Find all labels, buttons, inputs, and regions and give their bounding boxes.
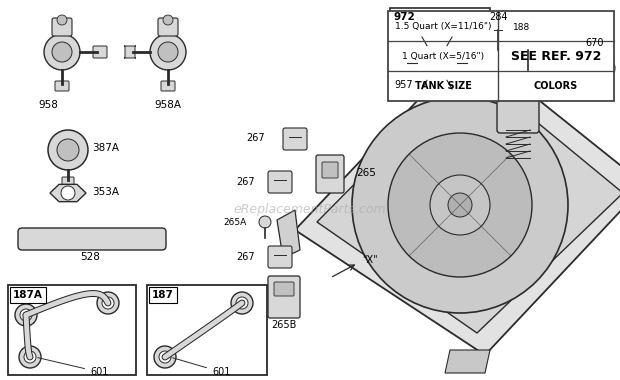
Circle shape xyxy=(352,97,568,313)
Circle shape xyxy=(595,58,615,78)
Polygon shape xyxy=(50,184,86,202)
FancyBboxPatch shape xyxy=(268,246,292,268)
Text: 1 Quart (X=5/16"): 1 Quart (X=5/16") xyxy=(402,52,484,60)
Text: 528: 528 xyxy=(80,252,100,262)
FancyBboxPatch shape xyxy=(517,41,539,51)
Circle shape xyxy=(544,46,572,74)
Text: 972: 972 xyxy=(394,12,416,22)
Text: eReplacementParts.com: eReplacementParts.com xyxy=(234,204,386,217)
Circle shape xyxy=(102,297,114,309)
FancyBboxPatch shape xyxy=(388,11,614,101)
Circle shape xyxy=(448,193,472,217)
Text: 670: 670 xyxy=(586,38,604,48)
Text: 958: 958 xyxy=(38,100,58,110)
Text: 187A: 187A xyxy=(13,290,43,300)
Text: COLORS: COLORS xyxy=(534,81,578,91)
FancyBboxPatch shape xyxy=(268,276,300,318)
FancyBboxPatch shape xyxy=(62,177,74,187)
Text: 267: 267 xyxy=(236,177,255,187)
Circle shape xyxy=(430,175,490,235)
Text: 601: 601 xyxy=(172,358,231,377)
Circle shape xyxy=(52,42,72,62)
FancyBboxPatch shape xyxy=(147,285,267,375)
Polygon shape xyxy=(277,210,300,258)
Text: 267: 267 xyxy=(236,252,255,262)
FancyBboxPatch shape xyxy=(510,20,582,85)
Circle shape xyxy=(24,351,36,363)
Text: 187: 187 xyxy=(152,290,174,300)
Circle shape xyxy=(44,34,80,70)
Circle shape xyxy=(407,33,467,93)
Text: 958A: 958A xyxy=(154,100,182,110)
Text: SEE REF. 972: SEE REF. 972 xyxy=(511,49,601,63)
Text: 1.5 Quart (X=11/16"): 1.5 Quart (X=11/16") xyxy=(395,22,491,31)
Circle shape xyxy=(15,304,37,326)
Polygon shape xyxy=(317,67,620,333)
Text: 353A: 353A xyxy=(92,187,119,197)
Circle shape xyxy=(19,346,41,368)
FancyBboxPatch shape xyxy=(52,18,72,36)
Circle shape xyxy=(231,292,253,314)
Text: 265: 265 xyxy=(356,168,376,178)
FancyBboxPatch shape xyxy=(283,128,307,150)
Circle shape xyxy=(259,216,271,228)
Circle shape xyxy=(429,55,445,71)
Polygon shape xyxy=(295,45,620,355)
Circle shape xyxy=(388,133,532,277)
Text: 188: 188 xyxy=(513,23,530,32)
Circle shape xyxy=(97,292,119,314)
Text: 267: 267 xyxy=(246,133,265,143)
Circle shape xyxy=(236,297,248,309)
Text: 957: 957 xyxy=(394,80,413,90)
Circle shape xyxy=(163,15,173,25)
FancyBboxPatch shape xyxy=(18,228,166,250)
FancyBboxPatch shape xyxy=(124,46,136,58)
Circle shape xyxy=(150,34,186,70)
Polygon shape xyxy=(445,350,490,373)
FancyBboxPatch shape xyxy=(55,81,69,91)
Circle shape xyxy=(61,186,75,200)
FancyBboxPatch shape xyxy=(93,46,107,58)
FancyBboxPatch shape xyxy=(489,23,507,31)
Circle shape xyxy=(158,42,178,62)
Circle shape xyxy=(551,53,565,67)
Circle shape xyxy=(154,346,176,368)
Text: 387A: 387A xyxy=(92,143,119,153)
FancyBboxPatch shape xyxy=(274,282,294,296)
FancyBboxPatch shape xyxy=(158,18,178,36)
Circle shape xyxy=(422,48,452,78)
Text: TANK SIZE: TANK SIZE xyxy=(415,81,471,91)
FancyBboxPatch shape xyxy=(268,171,292,193)
FancyBboxPatch shape xyxy=(497,99,539,133)
Circle shape xyxy=(600,63,610,73)
Text: 265A: 265A xyxy=(224,218,247,227)
Text: 601: 601 xyxy=(38,358,108,377)
Text: 284: 284 xyxy=(489,12,507,22)
Text: "X": "X" xyxy=(362,255,378,265)
FancyBboxPatch shape xyxy=(573,48,607,66)
FancyBboxPatch shape xyxy=(390,8,490,98)
Circle shape xyxy=(48,130,88,170)
FancyBboxPatch shape xyxy=(8,285,136,375)
Circle shape xyxy=(159,351,171,363)
Circle shape xyxy=(57,139,79,161)
Circle shape xyxy=(20,309,32,321)
FancyBboxPatch shape xyxy=(161,81,175,91)
FancyBboxPatch shape xyxy=(322,162,338,178)
FancyBboxPatch shape xyxy=(316,155,344,193)
Text: 265B: 265B xyxy=(272,320,297,330)
Circle shape xyxy=(57,15,67,25)
